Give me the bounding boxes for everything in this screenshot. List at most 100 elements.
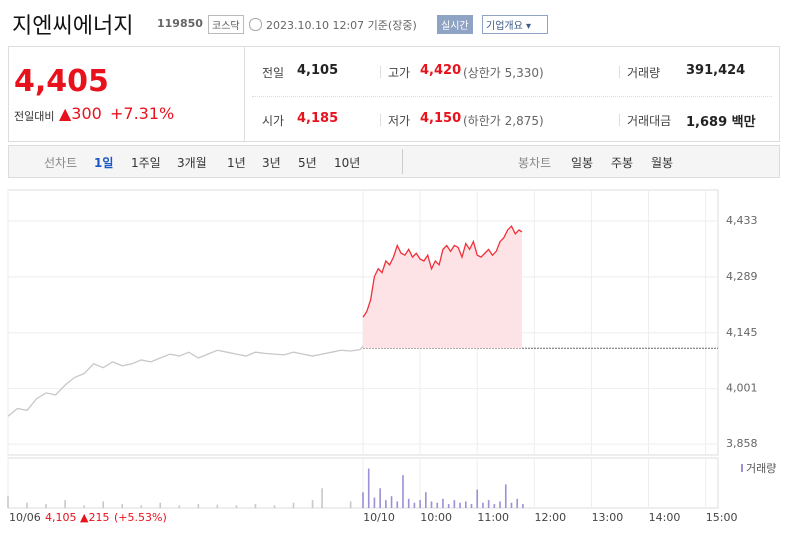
volume-legend-swatch [741, 464, 743, 472]
volume-bar [430, 501, 433, 508]
x-tick-label: 11:00 [477, 511, 509, 524]
period-tab[interactable]: 3년 [262, 156, 281, 170]
tab-group-label: 선차트 [44, 156, 78, 170]
datetime: 2023.10.10 12:07 기준(장중) [266, 19, 417, 32]
volume-bar [197, 504, 200, 508]
x-tick-label: 15:00 [706, 511, 738, 524]
volume-bar [45, 504, 47, 508]
volume-bar [254, 504, 257, 508]
summary-value: 391,424 [686, 63, 746, 78]
volume-bar [493, 504, 496, 508]
price-line [362, 224, 523, 318]
divider [619, 114, 620, 126]
volume-bar [273, 505, 276, 508]
prev-rate: (+5.53%) [114, 511, 167, 524]
divider [619, 66, 620, 78]
volume-bar [7, 496, 9, 508]
x-tick-label: 10/10 [363, 511, 395, 524]
period-tab[interactable]: 5년 [298, 156, 317, 170]
volume-bar [321, 488, 323, 508]
volume-bar [453, 500, 456, 508]
volume-bar [464, 501, 467, 508]
volume-bar [447, 504, 450, 508]
summary-label: 고가 [388, 66, 411, 80]
volume-bar [26, 502, 28, 508]
volume-bar [407, 498, 410, 508]
volume-bar [402, 475, 404, 508]
x-tick-label: 12:00 [534, 511, 566, 524]
volume-bar [367, 468, 370, 508]
change-rate: +7.31% [110, 104, 175, 123]
y-tick-label: 4,289 [726, 270, 758, 283]
period-tab[interactable]: 1주일 [131, 156, 161, 170]
summary-label: 저가 [388, 114, 411, 128]
volume-bar [362, 492, 364, 508]
period-tab[interactable]: 10년 [334, 156, 361, 170]
volume-bar [516, 498, 518, 508]
volume-bar [487, 500, 490, 508]
volume-bar [510, 502, 513, 508]
candle-tab[interactable]: 월봉 [651, 156, 674, 170]
current-price: 4,405 [14, 64, 109, 99]
period-tab[interactable]: 3개월 [177, 156, 207, 170]
company-button[interactable]: 기업개요 ▾ [482, 15, 548, 34]
volume-bar [159, 502, 162, 508]
clock-icon [249, 18, 262, 31]
area [363, 226, 522, 349]
volume-bar [470, 504, 473, 508]
prev-change: ▲215 [80, 511, 109, 524]
summary-value: 4,185 [297, 111, 339, 126]
summary-value: 4,150 [420, 111, 462, 126]
volume-bar [83, 505, 85, 508]
volume-bar [178, 505, 181, 508]
volume-bar [235, 505, 238, 508]
y-tick-label: 3,858 [726, 437, 758, 450]
x-tick-label: 13:00 [592, 511, 624, 524]
volume-bar [396, 501, 399, 508]
volume-bar [476, 489, 479, 508]
volume-bar [121, 504, 124, 508]
company-button-text: 기업개요 [486, 21, 523, 32]
summary-label: 거래대금 [627, 114, 672, 128]
volume-bar [379, 488, 381, 508]
prev-close: 4,105 [45, 511, 77, 524]
volume-bar [390, 496, 393, 508]
volume-bar [442, 498, 444, 508]
divider [244, 47, 245, 141]
divider [252, 96, 772, 97]
divider [402, 149, 403, 174]
y-tick-label: 4,001 [726, 382, 758, 395]
summary-label: 전일 [262, 66, 285, 80]
period-tab[interactable]: 1년 [227, 156, 246, 170]
x-tick-label: 10:00 [420, 511, 452, 524]
summary-box [8, 46, 780, 142]
divider [380, 114, 381, 126]
volume-bar [436, 502, 439, 508]
change: ▲300 [59, 104, 102, 123]
volume-bar [373, 497, 376, 508]
summary-value: 4,420 [420, 63, 462, 78]
candle-tab[interactable]: 일봉 [571, 156, 594, 170]
period-tab[interactable]: 1일 [94, 156, 114, 170]
volume-bar [425, 492, 427, 508]
realtime-button[interactable]: 실시간 [437, 15, 473, 34]
price-line [7, 345, 364, 417]
stock-code: 119850 [157, 17, 203, 30]
tab-group-label: 봉차트 [518, 156, 552, 170]
volume-bar [349, 501, 352, 508]
candle-tab[interactable]: 주봉 [611, 156, 634, 170]
volume-bar [385, 500, 387, 508]
volume-bar [140, 505, 143, 508]
stock-name: 지엔씨에너지 [12, 14, 134, 39]
volume-bar [64, 500, 66, 508]
summary-value: 4,105 [297, 63, 339, 78]
volume-bar [413, 502, 416, 508]
divider [380, 66, 381, 78]
summary-note: (상한가 5,330) [463, 66, 544, 80]
x-tick-label: 14:00 [649, 511, 681, 524]
volume-bar [522, 504, 524, 508]
tab-bar [8, 145, 780, 178]
y-tick-label: 4,433 [726, 214, 758, 227]
